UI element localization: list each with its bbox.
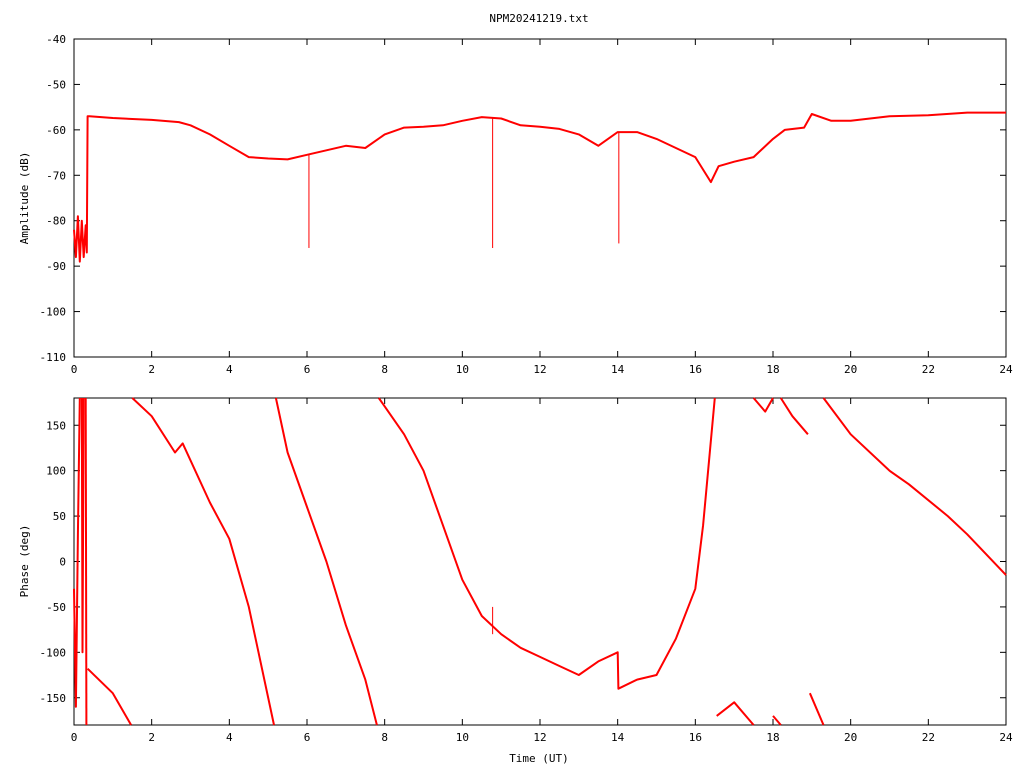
amplitude-x-tick-label: 14	[611, 363, 625, 376]
phase-x-tick-label: 20	[844, 731, 857, 744]
amplitude-y-tick-label: -90	[46, 260, 66, 273]
phase-x-tick-label: 18	[766, 731, 779, 744]
phase-y-tick-label: -100	[40, 646, 67, 659]
phase-series-line	[716, 701, 755, 726]
phase-x-tick-label: 22	[922, 731, 935, 744]
phase-x-tick-label: 24	[999, 731, 1013, 744]
phase-x-tick-label: 8	[381, 731, 388, 744]
phase-y-tick-label: 50	[53, 510, 66, 523]
phase-y-tick-label: -150	[40, 692, 67, 705]
phase-series-line	[822, 397, 1007, 576]
phase-x-tick-label: 14	[611, 731, 625, 744]
phase-x-tick-label: 12	[533, 731, 546, 744]
amplitude-x-tick-label: 22	[922, 363, 935, 376]
phase-x-tick-label: 2	[148, 731, 155, 744]
phase-y-tick-label: 150	[46, 419, 66, 432]
phase-panel: 0 2 4 6 8 10 12 14 16 18 20 22 24-150-100-5005010015…	[40, 397, 1013, 744]
phase-series-line	[808, 692, 825, 726]
amplitude-series-line	[73, 111, 1006, 263]
amplitude-x-tick-label: 12	[533, 363, 546, 376]
amplitude-x-tick-label: 10	[456, 363, 469, 376]
phase-y-axis-label: Phase (deg)	[18, 525, 31, 598]
phase-series-line	[772, 715, 782, 726]
amplitude-plot-frame	[73, 38, 1007, 358]
amplitude-y-tick-label: -100	[40, 306, 67, 319]
amplitude-panel: 0 2 4 6 8 10 12 14 16 18 20 22 24-110-100-90-80-70-6…	[40, 33, 1013, 376]
x-axis-label: Time (UT)	[509, 752, 569, 765]
phase-x-tick-label: 16	[689, 731, 702, 744]
amplitude-x-tick-label: 8	[381, 363, 388, 376]
chart-title: NPM20241219.txt	[489, 12, 588, 25]
phase-series-line	[131, 397, 275, 726]
amplitude-x-tick-label: 2	[148, 363, 155, 376]
amplitude-y-tick-label: -80	[46, 215, 66, 228]
amplitude-y-tick-label: -70	[46, 169, 66, 182]
phase-x-tick-label: 10	[456, 731, 469, 744]
amplitude-x-tick-label: 0	[71, 363, 78, 376]
phase-series-line	[80, 397, 85, 654]
amplitude-x-tick-label: 20	[844, 363, 857, 376]
phase-y-tick-label: 0	[59, 556, 66, 569]
phase-series-line	[84, 397, 88, 726]
phase-x-tick-label: 4	[226, 731, 233, 744]
phase-series-line	[274, 397, 378, 726]
phase-series-line	[73, 397, 81, 708]
amplitude-x-tick-label: 16	[689, 363, 702, 376]
phase-series-line	[752, 397, 774, 413]
amplitude-x-tick-label: 6	[304, 363, 311, 376]
phase-series-line	[377, 397, 716, 690]
amplitude-x-tick-label: 18	[766, 363, 779, 376]
amplitude-x-tick-label: 24	[999, 363, 1013, 376]
phase-x-tick-label: 6	[304, 731, 311, 744]
amplitude-y-axis-label: Amplitude (dB)	[18, 152, 31, 245]
amplitude-x-tick-label: 4	[226, 363, 233, 376]
phase-x-tick-label: 0	[71, 731, 78, 744]
phase-y-tick-label: -50	[46, 601, 66, 614]
phase-y-tick-label: 100	[46, 465, 66, 478]
phase-series-line	[779, 397, 809, 435]
phase-plot-frame	[73, 397, 1007, 726]
amplitude-y-tick-label: -40	[46, 33, 66, 46]
amplitude-y-tick-label: -60	[46, 124, 66, 137]
amplitude-y-tick-label: -110	[40, 351, 67, 364]
amplitude-y-tick-label: -50	[46, 78, 66, 91]
phase-series-line	[86, 667, 132, 726]
